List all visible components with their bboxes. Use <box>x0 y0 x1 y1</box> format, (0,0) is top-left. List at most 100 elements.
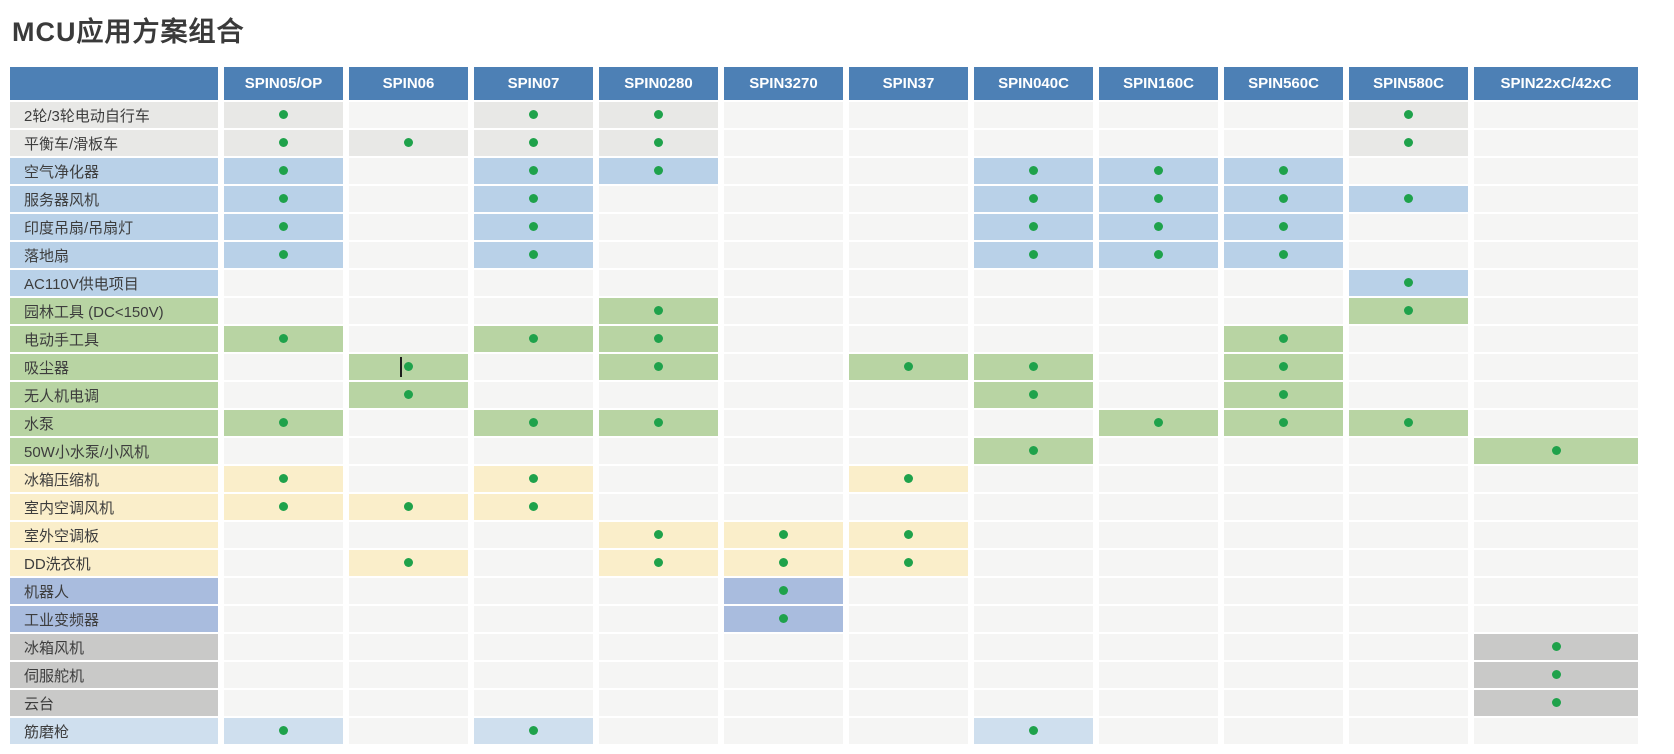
matrix-cell[interactable] <box>849 606 968 632</box>
matrix-cell[interactable] <box>724 718 843 744</box>
row-label[interactable]: 园林工具 (DC<150V) <box>10 298 218 324</box>
column-header-spin37[interactable]: SPIN37 <box>849 67 968 100</box>
page-title[interactable]: MCU应用方案组合 <box>12 17 245 47</box>
matrix-cell[interactable] <box>224 410 343 436</box>
matrix-cell[interactable] <box>599 130 718 156</box>
matrix-cell[interactable] <box>474 382 593 408</box>
matrix-cell[interactable] <box>1224 186 1343 212</box>
matrix-cell[interactable] <box>224 690 343 716</box>
matrix-cell[interactable] <box>1349 410 1468 436</box>
matrix-cell[interactable] <box>349 270 468 296</box>
row-label[interactable]: 空气净化器 <box>10 158 218 184</box>
matrix-cell[interactable] <box>224 578 343 604</box>
matrix-cell[interactable] <box>1224 298 1343 324</box>
matrix-cell[interactable] <box>224 214 343 240</box>
matrix-cell[interactable] <box>1099 466 1218 492</box>
matrix-cell[interactable] <box>474 718 593 744</box>
matrix-cell[interactable] <box>474 298 593 324</box>
matrix-cell[interactable] <box>224 634 343 660</box>
column-header-spin560c[interactable]: SPIN560C <box>1224 67 1343 100</box>
matrix-cell[interactable] <box>849 242 968 268</box>
matrix-cell[interactable] <box>974 326 1093 352</box>
matrix-cell[interactable] <box>724 102 843 128</box>
matrix-cell[interactable] <box>224 382 343 408</box>
matrix-cell[interactable] <box>724 522 843 548</box>
matrix-cell[interactable] <box>974 494 1093 520</box>
matrix-cell[interactable] <box>974 354 1093 380</box>
matrix-cell[interactable] <box>1224 718 1343 744</box>
matrix-cell[interactable] <box>1349 522 1468 548</box>
row-label[interactable]: DD洗衣机 <box>10 550 218 576</box>
matrix-cell[interactable] <box>474 242 593 268</box>
matrix-cell[interactable] <box>474 326 593 352</box>
matrix-cell[interactable] <box>1349 578 1468 604</box>
row-label[interactable]: 冰箱压缩机 <box>10 466 218 492</box>
matrix-cell[interactable] <box>349 382 468 408</box>
matrix-cell[interactable] <box>974 578 1093 604</box>
matrix-cell[interactable] <box>349 662 468 688</box>
matrix-cell[interactable] <box>1224 522 1343 548</box>
matrix-cell[interactable] <box>974 438 1093 464</box>
matrix-cell[interactable] <box>599 522 718 548</box>
matrix-cell[interactable] <box>599 382 718 408</box>
matrix-cell[interactable] <box>599 186 718 212</box>
matrix-cell[interactable] <box>224 354 343 380</box>
matrix-cell[interactable] <box>224 662 343 688</box>
matrix-cell[interactable] <box>349 718 468 744</box>
matrix-cell[interactable] <box>224 270 343 296</box>
matrix-cell[interactable] <box>1474 578 1638 604</box>
matrix-cell[interactable] <box>849 634 968 660</box>
matrix-cell[interactable] <box>349 242 468 268</box>
matrix-cell[interactable] <box>1349 270 1468 296</box>
matrix-cell[interactable] <box>974 158 1093 184</box>
matrix-cell[interactable] <box>974 242 1093 268</box>
row-label[interactable]: 电动手工具 <box>10 326 218 352</box>
matrix-cell[interactable] <box>224 718 343 744</box>
matrix-cell[interactable] <box>724 578 843 604</box>
matrix-cell[interactable] <box>349 494 468 520</box>
matrix-cell[interactable] <box>1224 606 1343 632</box>
matrix-cell[interactable] <box>849 354 968 380</box>
matrix-cell[interactable] <box>349 466 468 492</box>
row-label[interactable]: 平衡车/滑板车 <box>10 130 218 156</box>
matrix-cell[interactable] <box>1349 158 1468 184</box>
matrix-cell[interactable] <box>974 690 1093 716</box>
matrix-cell[interactable] <box>724 494 843 520</box>
matrix-cell[interactable] <box>849 298 968 324</box>
matrix-cell[interactable] <box>1099 102 1218 128</box>
matrix-cell[interactable] <box>974 130 1093 156</box>
matrix-cell[interactable] <box>1349 690 1468 716</box>
matrix-cell[interactable] <box>1474 270 1638 296</box>
matrix-cell[interactable] <box>724 186 843 212</box>
matrix-cell[interactable] <box>974 466 1093 492</box>
matrix-cell[interactable] <box>1099 270 1218 296</box>
matrix-cell[interactable] <box>599 102 718 128</box>
matrix-cell[interactable] <box>849 550 968 576</box>
matrix-cell[interactable] <box>474 270 593 296</box>
matrix-cell[interactable] <box>224 158 343 184</box>
matrix-cell[interactable] <box>224 494 343 520</box>
matrix-cell[interactable] <box>974 522 1093 548</box>
matrix-cell[interactable] <box>224 606 343 632</box>
matrix-cell[interactable] <box>474 438 593 464</box>
matrix-cell[interactable] <box>1099 186 1218 212</box>
matrix-cell[interactable] <box>1099 130 1218 156</box>
matrix-cell[interactable] <box>1224 270 1343 296</box>
matrix-cell[interactable] <box>1099 522 1218 548</box>
matrix-cell[interactable] <box>349 410 468 436</box>
matrix-cell[interactable] <box>849 158 968 184</box>
row-label[interactable]: 无人机电调 <box>10 382 218 408</box>
row-label[interactable]: 50W小水泵/小风机 <box>10 438 218 464</box>
matrix-cell[interactable] <box>1474 382 1638 408</box>
row-label[interactable]: 伺服舵机 <box>10 662 218 688</box>
matrix-cell[interactable] <box>599 494 718 520</box>
matrix-cell[interactable] <box>724 690 843 716</box>
matrix-cell[interactable] <box>724 214 843 240</box>
matrix-cell[interactable] <box>349 130 468 156</box>
matrix-cell[interactable] <box>1474 466 1638 492</box>
matrix-cell[interactable] <box>1099 382 1218 408</box>
matrix-cell[interactable] <box>1224 102 1343 128</box>
matrix-cell[interactable] <box>349 186 468 212</box>
matrix-cell[interactable] <box>1349 354 1468 380</box>
matrix-cell[interactable] <box>724 466 843 492</box>
